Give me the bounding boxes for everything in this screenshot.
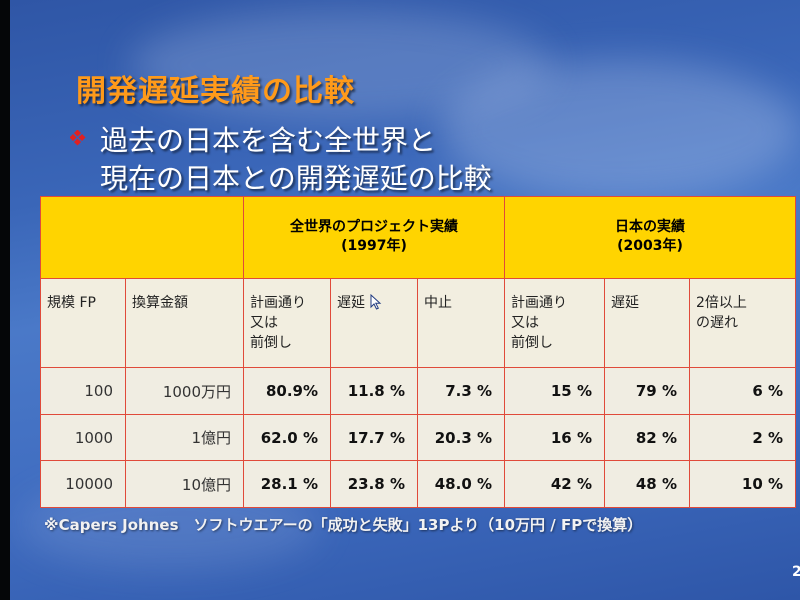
comparison-table: 全世界のプロジェクト実績 (1997年) 日本の実績 (2003年) 規模 FP…	[40, 196, 797, 508]
cell-jp-double: 10 %	[689, 460, 797, 508]
mouse-pointer-icon	[370, 294, 382, 310]
table-row: 100 1000万円 80.9% 11.8 % 7.3 % 15 % 79 % …	[40, 367, 797, 415]
source-footnote: ※Capers Johnes ソフトウエアーの「成功と失敗」13Pより（10万円…	[44, 516, 643, 534]
cell-scale: 1000	[40, 413, 126, 462]
cell-world-cancel: 20.3 %	[416, 413, 506, 462]
diamond-bullet-icon	[70, 130, 86, 146]
col-header-scale: 規模 FP	[40, 277, 126, 369]
cell-jp-delay: 79 %	[604, 367, 691, 415]
cell-jp-on-plan: 16 %	[504, 413, 606, 462]
cell-world-delay: 11.8 %	[330, 367, 418, 415]
cell-amount: 10億円	[125, 460, 244, 508]
cloud-decoration	[130, 10, 550, 120]
table-row: 10000 10億円 28.1 % 23.8 % 48.0 % 42 % 48 …	[40, 460, 797, 508]
col-header-amount: 換算金額	[125, 277, 244, 369]
cell-jp-delay: 48 %	[604, 460, 691, 508]
cell-world-on-plan: 80.9%	[243, 367, 331, 415]
col-header-world-on-plan: 計画通り 又は 前倒し	[243, 277, 331, 369]
cell-world-cancel: 48.0 %	[416, 460, 506, 508]
cell-jp-on-plan: 15 %	[504, 367, 606, 415]
col-header-world-cancel: 中止	[416, 277, 506, 369]
table-group-header-row: 全世界のプロジェクト実績 (1997年) 日本の実績 (2003年)	[40, 196, 797, 279]
cell-amount: 1000万円	[125, 367, 244, 415]
page-number: 2	[792, 564, 800, 580]
cell-jp-double: 2 %	[689, 413, 797, 462]
cell-world-on-plan: 28.1 %	[243, 460, 331, 508]
bullet-line-2: 現在の日本との開発遅延の比較	[100, 162, 492, 195]
cell-world-delay: 17.7 %	[330, 413, 418, 462]
col-header-world-delay: 遅延	[330, 277, 418, 369]
col-header-jp-double: 2倍以上 の遅れ	[689, 277, 797, 369]
table-corner-cell	[40, 196, 244, 279]
slide-title: 開発遅延実績の比較	[76, 74, 355, 109]
cell-amount: 1億円	[125, 413, 244, 462]
group-header-world: 全世界のプロジェクト実績 (1997年)	[242, 196, 506, 279]
cell-scale: 100	[40, 367, 126, 415]
cell-jp-delay: 82 %	[604, 413, 691, 462]
cell-scale: 10000	[40, 460, 126, 508]
cloud-decoration	[440, 60, 800, 200]
cell-world-on-plan: 62.0 %	[243, 413, 331, 462]
presentation-slide: 開発遅延実績の比較 過去の日本を含む全世界と 現在の日本との開発遅延の比較 全世…	[10, 0, 800, 600]
table-column-header-row: 規模 FP 換算金額 計画通り 又は 前倒し 遅延 中止 計画通り 又は 前倒し…	[40, 277, 797, 369]
cell-jp-double: 6 %	[689, 367, 797, 415]
bullet-text: 過去の日本を含む全世界と 現在の日本との開発遅延の比較	[100, 122, 620, 198]
table-row: 1000 1億円 62.0 % 17.7 % 20.3 % 16 % 82 % …	[40, 413, 797, 462]
bullet-line-1: 過去の日本を含む全世界と	[100, 124, 437, 157]
cell-world-cancel: 7.3 %	[416, 367, 506, 415]
group-header-japan: 日本の実績 (2003年)	[504, 196, 797, 279]
cell-world-delay: 23.8 %	[330, 460, 418, 508]
col-header-jp-delay: 遅延	[604, 277, 691, 369]
cell-jp-on-plan: 42 %	[504, 460, 606, 508]
col-header-jp-on-plan: 計画通り 又は 前倒し	[504, 277, 606, 369]
